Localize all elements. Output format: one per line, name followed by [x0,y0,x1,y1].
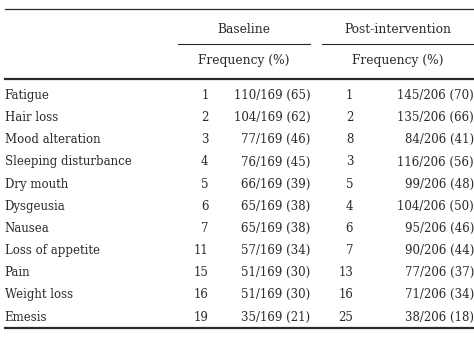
Text: 90/206 (44): 90/206 (44) [405,244,474,257]
Text: 71/206 (34): 71/206 (34) [405,288,474,302]
Text: 95/206 (46): 95/206 (46) [405,222,474,235]
Text: 135/206 (66): 135/206 (66) [397,111,474,124]
Text: 3: 3 [201,133,209,146]
Text: 15: 15 [194,266,209,279]
Text: 65/169 (38): 65/169 (38) [241,200,310,213]
Text: 2: 2 [201,111,209,124]
Text: Loss of appetite: Loss of appetite [5,244,100,257]
Text: 38/206 (18): 38/206 (18) [405,311,474,324]
Text: Pain: Pain [5,266,30,279]
Text: 8: 8 [346,133,353,146]
Text: 35/169 (21): 35/169 (21) [241,311,310,324]
Text: 11: 11 [194,244,209,257]
Text: Frequency (%): Frequency (%) [352,54,444,67]
Text: Dry mouth: Dry mouth [5,178,68,191]
Text: 3: 3 [346,156,353,169]
Text: 5: 5 [201,178,209,191]
Text: 51/169 (30): 51/169 (30) [241,288,310,302]
Text: Emesis: Emesis [5,311,47,324]
Text: 76/169 (45): 76/169 (45) [241,156,310,169]
Text: 116/206 (56): 116/206 (56) [397,156,474,169]
Text: 25: 25 [338,311,353,324]
Text: 66/169 (39): 66/169 (39) [241,178,310,191]
Text: 1: 1 [201,89,209,102]
Text: 57/169 (34): 57/169 (34) [241,244,310,257]
Text: 2: 2 [346,111,353,124]
Text: 16: 16 [194,288,209,302]
Text: 77/169 (46): 77/169 (46) [241,133,310,146]
Text: Hair loss: Hair loss [5,111,58,124]
Text: Nausea: Nausea [5,222,49,235]
Text: Baseline: Baseline [218,23,271,36]
Text: 7: 7 [201,222,209,235]
Text: 4: 4 [201,156,209,169]
Text: Dysgeusia: Dysgeusia [5,200,65,213]
Text: 84/206 (41): 84/206 (41) [405,133,474,146]
Text: 77/206 (37): 77/206 (37) [405,266,474,279]
Text: 99/206 (48): 99/206 (48) [405,178,474,191]
Text: 110/169 (65): 110/169 (65) [234,89,310,102]
Text: 6: 6 [346,222,353,235]
Text: Fatigue: Fatigue [5,89,50,102]
Text: 5: 5 [346,178,353,191]
Text: Post-intervention: Post-intervention [345,23,452,36]
Text: 104/206 (50): 104/206 (50) [397,200,474,213]
Text: 13: 13 [338,266,353,279]
Text: 104/169 (62): 104/169 (62) [234,111,310,124]
Text: 16: 16 [338,288,353,302]
Text: Mood alteration: Mood alteration [5,133,100,146]
Text: Weight loss: Weight loss [5,288,73,302]
Text: 51/169 (30): 51/169 (30) [241,266,310,279]
Text: 19: 19 [194,311,209,324]
Text: Sleeping disturbance: Sleeping disturbance [5,156,131,169]
Text: 7: 7 [346,244,353,257]
Text: 1: 1 [346,89,353,102]
Text: Frequency (%): Frequency (%) [198,54,290,67]
Text: 65/169 (38): 65/169 (38) [241,222,310,235]
Text: 6: 6 [201,200,209,213]
Text: 4: 4 [346,200,353,213]
Text: 145/206 (70): 145/206 (70) [397,89,474,102]
